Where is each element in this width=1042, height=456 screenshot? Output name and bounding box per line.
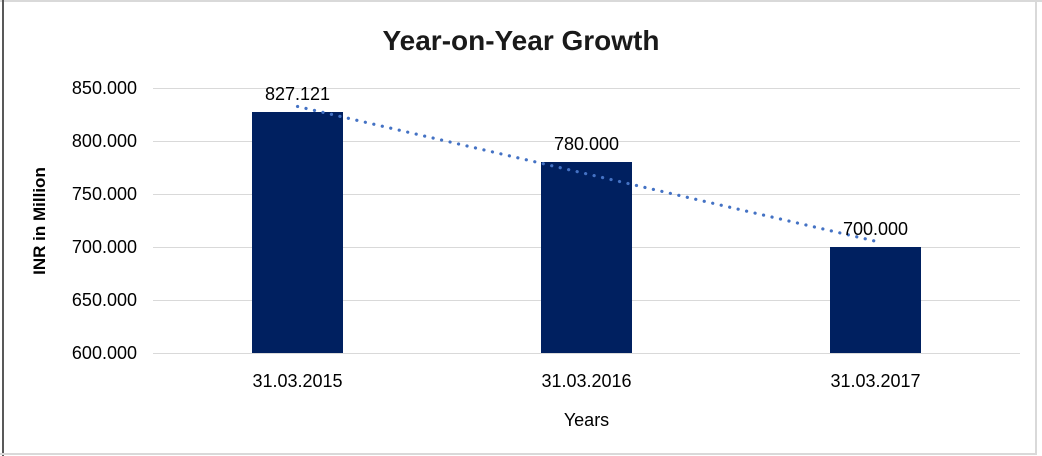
x-axis-title: Years [563, 410, 610, 430]
frame-border-right [1035, 0, 1037, 455]
bar-value-label: 780.000 [553, 134, 620, 155]
chart-title: Year-on-Year Growth [382, 25, 660, 56]
x-axis-tick-label: 31.03.2017 [830, 371, 921, 391]
gridline [153, 352, 1020, 354]
bar-value-label: 827.121 [264, 84, 331, 105]
y-axis-tick-label: 800.000 [71, 131, 137, 151]
frame-border-bottom [0, 453, 1037, 455]
bar-value-label: 700.000 [842, 219, 909, 239]
gridline [153, 140, 1020, 142]
bar-31.03.2016 [541, 162, 632, 353]
frame-border-left [2, 0, 4, 456]
plot-area: 827.121 31.03.2015 780.000 31.03.2016 700.00… [153, 84, 1020, 391]
y-axis-tick-label: 650.000 [71, 290, 137, 310]
y-axis-tick-label: 700.000 [71, 237, 137, 257]
y-axis-tick-label: 850.000 [71, 78, 137, 98]
gridline [153, 87, 1020, 89]
y-axis-tick-label: 600.000 [71, 343, 137, 363]
bar-31.03.2017 [830, 247, 921, 353]
x-axis-tick-label: 31.03.2016 [541, 371, 632, 391]
trendline [295, 104, 878, 243]
frame-border-top [0, 0, 1042, 2]
bar-31.03.2015 [252, 112, 343, 353]
y-axis-tick-label: 750.000 [71, 184, 137, 204]
x-axis-tick-label: 31.03.2015 [252, 371, 343, 391]
